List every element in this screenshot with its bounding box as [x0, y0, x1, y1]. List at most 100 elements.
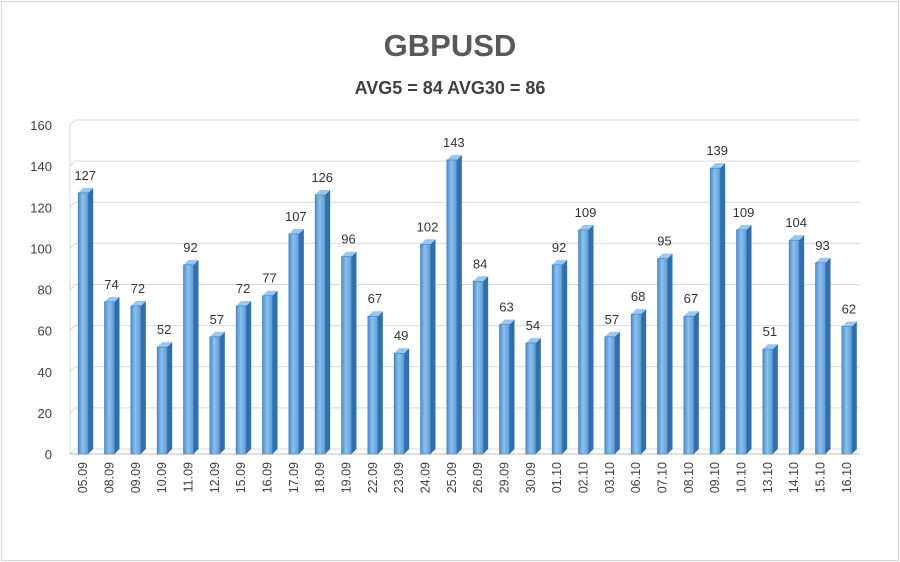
x-axis: 05.09 08.09 09.09 10.09 11.09 12.09 15.09 16.09… — [76, 462, 854, 493]
bar — [815, 262, 826, 455]
bar — [525, 342, 537, 455]
bar — [551, 264, 563, 455]
y-axis: 0 20 40 60 80 100 120 140 160 — [30, 118, 52, 462]
bars — [77, 154, 857, 455]
data-label: 109 — [733, 205, 755, 220]
bar — [314, 194, 326, 455]
bar — [736, 229, 747, 455]
bar — [341, 256, 352, 455]
x-tick-label: 10.10 — [735, 462, 749, 493]
bar-top — [104, 296, 120, 302]
data-label: 77 — [262, 271, 276, 286]
x-tick-label: 09.09 — [129, 462, 143, 493]
y-tick-label: 20 — [38, 406, 52, 421]
bar-side — [483, 276, 489, 454]
x-tick-label: 23.09 — [392, 462, 406, 493]
bar-side — [272, 290, 278, 454]
bar — [630, 313, 642, 455]
data-label: 92 — [183, 240, 197, 255]
bar-side — [588, 224, 594, 454]
x-tick-label: 22.09 — [366, 462, 380, 493]
x-tick-label: 05.09 — [76, 462, 90, 493]
bar-top — [683, 311, 699, 317]
data-label: 92 — [552, 240, 566, 255]
data-label: 104 — [785, 215, 807, 230]
bar — [393, 352, 405, 455]
bar — [288, 233, 300, 455]
gridline-depth — [69, 366, 76, 373]
x-tick-label: 08.09 — [103, 462, 117, 493]
bar — [472, 280, 484, 455]
bar — [156, 346, 168, 455]
bar-top — [367, 311, 383, 317]
x-tick-label: 15.09 — [234, 462, 248, 493]
data-label: 95 — [657, 234, 671, 249]
gridline-depth — [69, 160, 76, 167]
bar-side — [693, 311, 699, 454]
bar-side — [799, 235, 805, 454]
x-tick-label: 06.10 — [629, 462, 643, 493]
gridline-depth — [69, 201, 76, 208]
bar-side — [404, 348, 410, 454]
bar — [683, 315, 695, 455]
x-tick-label: 09.10 — [708, 462, 722, 493]
data-label: 68 — [631, 289, 645, 304]
bar-side — [641, 309, 647, 454]
bar — [841, 326, 853, 455]
bar-top — [420, 239, 436, 245]
bar-top — [262, 290, 278, 296]
bar — [446, 159, 458, 455]
bar-top — [841, 321, 857, 327]
x-tick-label: 26.09 — [471, 462, 485, 493]
bar-side — [140, 300, 146, 454]
bar-side — [167, 342, 173, 454]
data-label: 54 — [526, 318, 540, 333]
bar-top — [578, 224, 594, 230]
bar-side — [246, 300, 252, 454]
data-label: 67 — [368, 291, 382, 306]
x-tick-label: 02.10 — [577, 462, 591, 493]
data-label: 109 — [575, 205, 597, 220]
bar-side — [614, 331, 620, 454]
gridline-depth — [69, 407, 76, 414]
bar-top — [236, 300, 252, 306]
data-label: 57 — [605, 312, 619, 327]
x-tick-label: 03.10 — [603, 462, 617, 493]
x-tick-label: 01.10 — [550, 462, 564, 493]
bar-top — [631, 309, 647, 315]
x-tick-label: 08.10 — [682, 462, 696, 493]
bar — [235, 305, 247, 455]
x-tick-label: 16.09 — [261, 462, 275, 493]
x-tick-label: 30.09 — [524, 462, 538, 493]
bar-side — [746, 224, 752, 454]
bar — [262, 295, 273, 455]
data-label: 52 — [157, 322, 171, 337]
bar-top — [130, 300, 146, 306]
x-tick-label: 14.10 — [787, 462, 801, 493]
data-label: 74 — [104, 277, 118, 292]
data-label: 107 — [285, 209, 307, 224]
bar — [788, 239, 800, 455]
bar-side — [430, 239, 436, 454]
gridline-depth — [69, 284, 76, 290]
bar-side — [851, 321, 857, 454]
y-tick-label: 0 — [45, 447, 52, 462]
bar-side — [535, 337, 541, 454]
bar-top — [604, 331, 620, 337]
data-label: 143 — [443, 135, 465, 150]
bar-top — [157, 342, 173, 348]
x-tick-label: 16.10 — [840, 462, 854, 493]
bar-top — [341, 251, 357, 257]
data-label: 72 — [236, 281, 250, 296]
bar — [130, 305, 142, 455]
bar-top — [446, 154, 462, 160]
data-label: 67 — [684, 291, 698, 306]
x-tick-label: 17.09 — [287, 462, 301, 493]
data-label: 72 — [131, 281, 145, 296]
bar-top — [183, 259, 199, 265]
x-tick-label: 07.10 — [656, 462, 670, 493]
bar — [499, 324, 510, 455]
data-label: 62 — [842, 302, 856, 317]
bar-side — [772, 344, 778, 454]
